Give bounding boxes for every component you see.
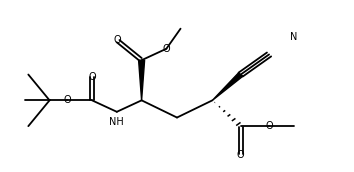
Polygon shape	[212, 73, 243, 100]
Text: O: O	[88, 72, 96, 82]
Text: NH: NH	[109, 117, 124, 127]
Text: O: O	[63, 95, 71, 105]
Text: O: O	[162, 44, 170, 54]
Text: O: O	[237, 150, 245, 160]
Polygon shape	[139, 60, 145, 100]
Text: N: N	[290, 32, 297, 42]
Text: O: O	[265, 121, 273, 131]
Text: O: O	[113, 35, 121, 45]
